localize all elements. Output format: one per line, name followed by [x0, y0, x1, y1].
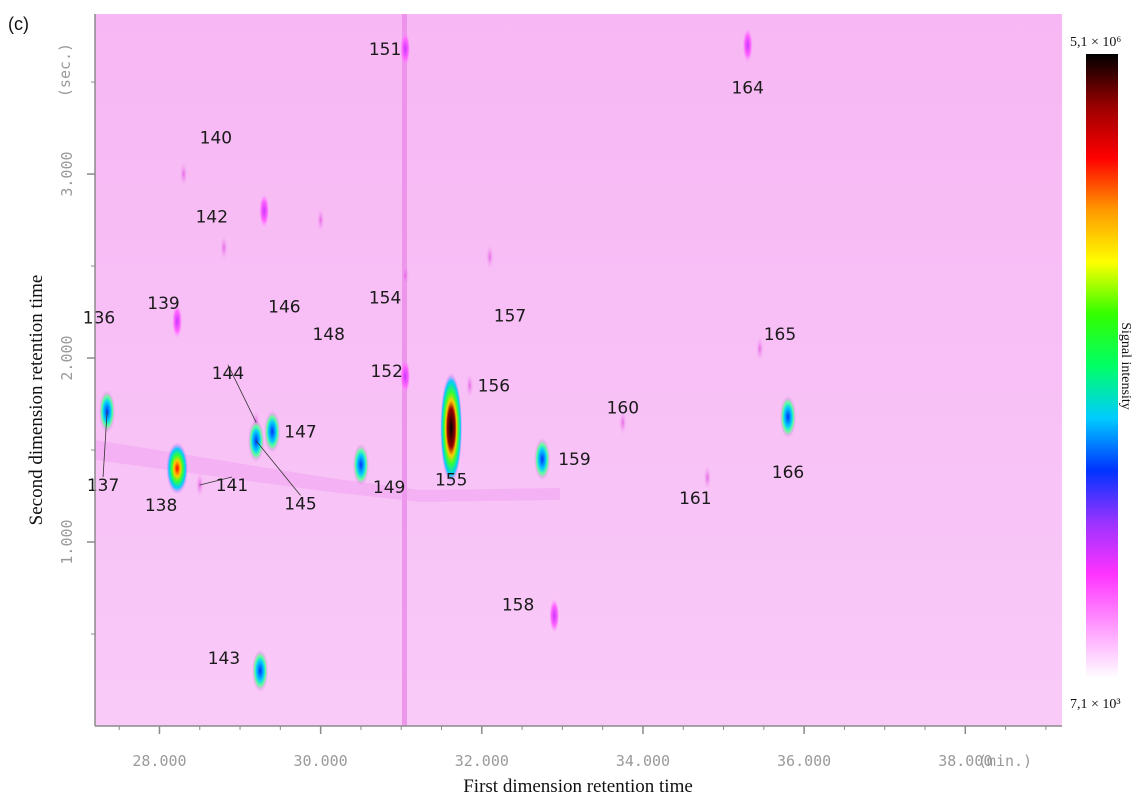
y-tick-label: 2.000 — [58, 335, 76, 380]
peak-label: 147 — [284, 423, 316, 443]
peak-spot — [179, 161, 188, 188]
peak-spot — [549, 598, 560, 633]
peak-spot — [252, 649, 269, 692]
peak-label: 158 — [502, 596, 534, 616]
y-unit: (sec.) — [56, 43, 74, 97]
leader-lines — [102, 364, 301, 496]
panel-label: (c) — [8, 14, 29, 34]
y-axis-title: Second dimension retention time — [26, 275, 47, 526]
peak-spot — [780, 395, 797, 438]
leader-line — [227, 364, 257, 423]
peak-label: 159 — [558, 450, 590, 470]
leader-line — [102, 411, 108, 478]
peak-label: 144 — [212, 364, 244, 384]
peak-label: 149 — [373, 478, 405, 498]
y-tick-label: 3.000 — [58, 151, 76, 196]
peak-label: 137 — [87, 476, 119, 496]
peak-label: 151 — [369, 40, 401, 60]
peak-label: 139 — [147, 294, 179, 314]
peak-spot — [703, 464, 712, 491]
peak-spot — [485, 243, 494, 270]
peak-label: 161 — [679, 489, 711, 509]
y-ticks: 1.000 2.000 3.000 — [58, 81, 95, 635]
peak-label: 164 — [731, 79, 763, 99]
peak-label: 152 — [370, 362, 402, 382]
leader-line — [199, 476, 233, 486]
peak-label: 138 — [145, 496, 177, 516]
x-tick-label: 30.000 — [294, 752, 348, 770]
peak-spot — [400, 359, 411, 394]
x-tick-label: 36.000 — [777, 752, 831, 770]
peak-spot — [352, 443, 369, 486]
peak-spot — [172, 304, 183, 339]
leader-line — [255, 440, 301, 496]
x-unit: (min.) — [978, 752, 1032, 770]
peak-label: 160 — [607, 399, 639, 419]
peak-label: 165 — [764, 325, 796, 345]
x-tick-label: 28.000 — [132, 752, 186, 770]
colorbar-title: Signal intensity — [1118, 322, 1133, 410]
x-tick-label: 34.000 — [616, 752, 670, 770]
peak-labels: 136 137 138 139 140 141 142 143 144 145 146 147 148 1… — [83, 40, 804, 669]
peak-spot — [401, 262, 410, 289]
x-axis-title: First dimension retention time — [463, 776, 693, 797]
peak-spot — [755, 335, 764, 362]
peak-label: 154 — [369, 288, 401, 308]
peak-label: 148 — [312, 325, 344, 345]
peak-spot — [259, 193, 270, 228]
peak-label: 156 — [478, 377, 510, 397]
x-ticks: 28.000 30.000 32.000 34.000 36.000 38.000 — [118, 726, 1047, 770]
peak-spot — [534, 438, 551, 481]
peak-label: 157 — [494, 307, 526, 327]
peak-spot — [742, 28, 753, 63]
peak-spot — [400, 31, 411, 66]
peak-label: 140 — [200, 128, 232, 148]
peak-label: 143 — [208, 649, 240, 669]
colorbar-max-label: 5,1 × 10⁶ — [1070, 35, 1121, 50]
peak-label: 141 — [216, 476, 248, 496]
colorbar-min-label: 7,1 × 10³ — [1070, 697, 1121, 712]
peak-label: 166 — [772, 463, 804, 483]
peak-spot — [465, 372, 474, 399]
plot-area — [95, 14, 1062, 726]
y-tick-label: 1.000 — [58, 519, 76, 564]
x-tick-label: 38.000 — [938, 752, 992, 770]
peak-label: 146 — [268, 298, 300, 318]
peak-label: 155 — [435, 470, 467, 490]
peak-spot — [264, 410, 281, 453]
peak-spot — [618, 409, 627, 436]
peak-spot — [316, 207, 325, 234]
colorbar — [1086, 54, 1118, 678]
peak-label: 142 — [196, 207, 228, 227]
peak-spot — [219, 234, 228, 261]
peak-spot — [440, 372, 463, 483]
peak-label: 145 — [284, 494, 316, 514]
peak-spot — [166, 442, 189, 495]
peak-label: 136 — [83, 309, 115, 329]
x-tick-label: 32.000 — [455, 752, 509, 770]
